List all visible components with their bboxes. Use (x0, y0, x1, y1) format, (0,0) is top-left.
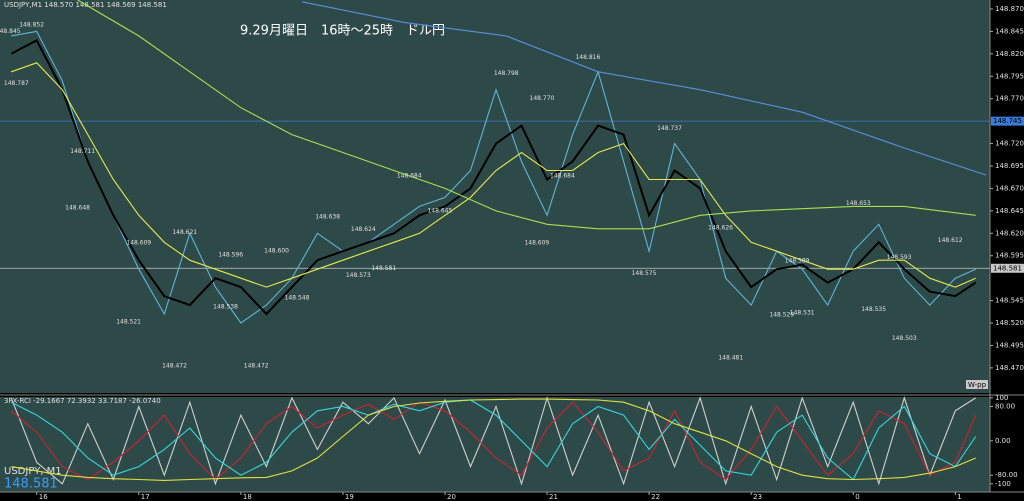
x-tick-label: 1 (957, 493, 961, 501)
chart-title: 9.29月曜日 16時～25時 ドル円 (240, 24, 445, 39)
y-tick-label: 148.595 (995, 252, 1024, 260)
price-annotation: 148.548 (285, 294, 310, 301)
x-tick-label: 0 (855, 493, 859, 501)
y-tick-label: 148.470 (995, 364, 1024, 372)
price-annotation: 148.472 (162, 363, 187, 370)
price-tag-label: 148.581 (993, 264, 1022, 272)
price-annotation: 148.648 (65, 205, 90, 212)
price-annotation: 148.852 (19, 22, 44, 29)
y-tick-label: 148.545 (995, 297, 1024, 305)
price-annotation: 148.529 (769, 311, 794, 318)
x-tick-label: 16 (39, 493, 48, 501)
price-annotation: 148.653 (846, 200, 871, 207)
price-annotation: 148.798 (494, 70, 519, 77)
price-annotation: 148.816 (575, 54, 600, 61)
price-annotation: 148.638 (315, 214, 340, 221)
price-annotation: 148.521 (116, 319, 141, 326)
price-tag (991, 263, 1024, 273)
price-annotation: 148.684 (397, 172, 422, 179)
price-annotation: 148.573 (346, 272, 371, 279)
y-tick-label: -80.00 (995, 471, 1018, 479)
y-tick-label: 0.00 (995, 437, 1011, 445)
x-tick-label: 22 (651, 493, 660, 501)
y-tick-label: 100 (995, 394, 1008, 402)
y-tick-label: 148.495 (995, 341, 1024, 349)
x-tick-label: 21 (549, 493, 558, 501)
symbol-label: USDJPY, M1 (4, 466, 62, 477)
price-annotation: 148.737 (657, 125, 682, 132)
price-annotation: 148.535 (861, 306, 886, 313)
series-line (11, 30, 976, 324)
price-annotation: 148.593 (887, 254, 912, 261)
y-tick-label: -100 (995, 480, 1011, 488)
price-annotation: 148.787 (4, 80, 29, 87)
price-annotation: 148.621 (172, 229, 197, 236)
price-annotation: 148.609 (126, 240, 151, 247)
oscillator-title: 3FX-RCI -29.1667 72.3932 33.7187 -26.074… (4, 397, 161, 405)
price-annotation: 148.770 (530, 95, 555, 102)
y-tick-label: 148.845 (995, 27, 1024, 35)
pivot-box (966, 380, 988, 389)
price-annotation: 148.612 (938, 237, 963, 244)
price-annotation: 148.624 (351, 226, 376, 233)
price-annotation: 148.531 (790, 310, 815, 317)
series-line (10, 401, 977, 481)
y-tick-label: 148.620 (995, 229, 1024, 237)
series-line (10, 399, 977, 481)
price-annotation: 148.845 (0, 28, 21, 35)
price-annotation: 148.581 (371, 265, 396, 272)
series-line (301, 1, 987, 176)
x-tick-label: 18 (243, 493, 252, 501)
price-annotation: 148.609 (524, 240, 549, 247)
price-tag (991, 116, 1024, 126)
price-annotation: 148.538 (213, 303, 238, 310)
main-panel (0, 0, 990, 393)
series-line (77, 0, 976, 230)
series-line (11, 62, 976, 288)
x-tick-label: 17 (141, 493, 150, 501)
price-annotation: 148.711 (70, 148, 95, 155)
oscillator-panel (0, 397, 990, 492)
y-tick-label: 148.770 (995, 95, 1024, 103)
x-tick-label: 20 (447, 493, 456, 501)
y-tick-label: 148.645 (995, 207, 1024, 215)
price-annotation: 148.684 (550, 172, 575, 179)
y-tick-label: 148.820 (995, 50, 1024, 58)
price-annotation: 148.481 (718, 355, 743, 362)
price-annotation: 148.626 (708, 224, 733, 231)
y-tick-label: 148.870 (995, 5, 1024, 13)
bid-price: 148.581 (4, 477, 58, 492)
y-tick-label: 80.00 (995, 402, 1015, 410)
price-annotation: 148.645 (427, 207, 452, 214)
y-tick-label: 148.520 (995, 319, 1024, 327)
price-annotation: 148.575 (632, 270, 657, 277)
price-annotation: 148.503 (892, 335, 917, 342)
price-annotation: 148.600 (264, 248, 289, 255)
y-tick-label: 148.720 (995, 140, 1024, 148)
y-tick-label: 148.695 (995, 162, 1024, 170)
x-tick-label: 23 (753, 493, 762, 501)
series-line (11, 398, 976, 481)
pivot-label: W-pp (968, 381, 987, 389)
y-tick-label: 148.795 (995, 72, 1024, 80)
y-tick-label: 148.670 (995, 184, 1024, 192)
series-line (10, 39, 977, 316)
price-annotation: 148.472 (244, 363, 269, 370)
price-annotation: 148.596 (218, 251, 243, 258)
x-tick-label: 19 (345, 493, 354, 501)
price-tag-label: 148.745 (993, 117, 1022, 125)
price-annotation: 148.589 (785, 258, 810, 265)
